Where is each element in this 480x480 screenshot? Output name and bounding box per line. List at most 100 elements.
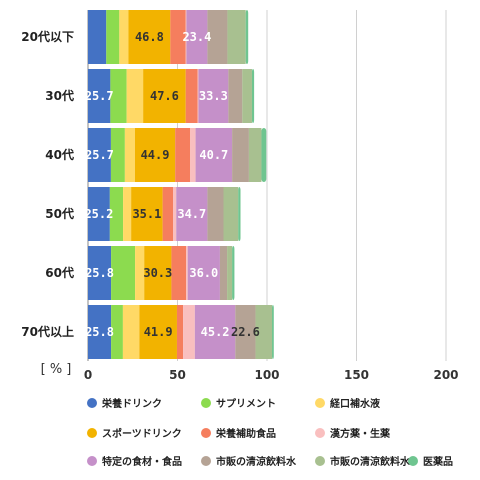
bar-segment — [111, 246, 136, 300]
bar-segment — [122, 305, 140, 359]
legend-swatch — [201, 428, 211, 438]
bar-segment — [143, 69, 186, 123]
bar-segment — [88, 305, 112, 359]
bar-segment — [187, 246, 220, 300]
grid-layer — [87, 10, 447, 361]
legend-swatch — [315, 398, 325, 408]
x-tick-label: 100 — [254, 368, 279, 382]
bar-segment — [238, 187, 241, 241]
bar-segment — [110, 128, 125, 182]
value-label: 25.8 — [85, 325, 114, 339]
bar-segment — [124, 128, 135, 182]
bar-segment — [171, 246, 187, 300]
legend-swatch — [315, 428, 325, 438]
legend-item: 医薬品 — [408, 455, 453, 468]
legend-item: 漢方薬・生薬 — [315, 427, 391, 440]
category-label: 50代 — [45, 206, 74, 221]
value-label: 25.2 — [84, 207, 113, 221]
bar-segment — [88, 187, 110, 241]
legend-swatch — [87, 456, 97, 466]
bar-segment — [88, 246, 112, 300]
bar-segment — [139, 305, 177, 359]
unit-label: [ % ] — [41, 362, 72, 377]
category-label: 70代以上 — [21, 324, 74, 339]
bar-segment — [198, 69, 229, 123]
value-label: 44.9 — [141, 148, 170, 162]
bar-segment — [173, 187, 177, 241]
x-axis: 0 50 100 150 200 — [84, 368, 459, 382]
legend-swatch — [87, 398, 97, 408]
bar-segment — [170, 10, 186, 64]
legend-item: 市販の清涼飲料水 — [201, 455, 297, 468]
legend-label: 市販の清涼飲料水 — [330, 455, 411, 468]
bar-segment — [197, 69, 199, 123]
bar-segment — [207, 10, 228, 64]
legend-swatch — [201, 456, 211, 466]
bar-segment — [109, 187, 124, 241]
bar-segment — [190, 128, 196, 182]
bar-segment — [110, 69, 127, 123]
bar-segment — [186, 246, 188, 300]
legend-label: 経口補水液 — [330, 397, 380, 410]
value-label: 40.7 — [199, 148, 228, 162]
legend-item: サプリメント — [201, 397, 276, 410]
bars-layer — [88, 10, 274, 359]
bar-segment — [128, 10, 171, 64]
bar-segment — [255, 305, 273, 359]
bar-segment — [175, 128, 191, 182]
legend-swatch — [87, 428, 97, 438]
value-label: 41.9 — [144, 325, 173, 339]
bar-segment — [232, 246, 235, 300]
bar-segment — [235, 305, 256, 359]
value-label: 46.8 — [135, 30, 164, 44]
bar-segment — [245, 10, 249, 64]
legend-item: 経口補水液 — [315, 397, 380, 410]
category-label: 30代 — [45, 88, 74, 103]
legend-label: 市販の清涼飲料水 — [216, 455, 297, 468]
bar-segment — [186, 10, 208, 64]
bar-segment — [111, 305, 123, 359]
bar-segment — [176, 187, 208, 241]
bar-segment — [119, 10, 129, 64]
value-label: 36.0 — [189, 266, 218, 280]
legend-label: 特定の食材・食品 — [102, 455, 182, 468]
bar-segment — [162, 187, 174, 241]
bar-segment — [242, 69, 252, 123]
value-label: 23.4 — [182, 30, 211, 44]
bar-segment — [185, 10, 187, 64]
x-tick-label: 200 — [433, 368, 458, 382]
legend-swatch — [201, 398, 211, 408]
legend-label: スポーツドリンク — [102, 427, 182, 440]
bar-segment — [176, 305, 184, 359]
legend-label: 栄養補助食品 — [215, 427, 276, 440]
legend-label: サプリメント — [216, 397, 276, 410]
bar-segment — [227, 246, 233, 300]
bar-segment — [227, 10, 246, 64]
x-tick-label: 0 — [84, 368, 92, 382]
bar-segment — [123, 187, 132, 241]
bar-segment — [183, 305, 195, 359]
x-tick-label: 50 — [169, 368, 186, 382]
value-label: 30.3 — [143, 266, 172, 280]
bar-segment — [207, 187, 224, 241]
bar-segment — [195, 128, 233, 182]
bar-segment — [251, 69, 255, 123]
legend-label: 医薬品 — [423, 455, 453, 468]
legend-swatch — [315, 456, 325, 466]
bar-segment — [88, 69, 111, 123]
value-label: 25.8 — [85, 266, 114, 280]
legend-label: 漢方薬・生薬 — [330, 427, 391, 440]
legend-item: 栄養補助食品 — [201, 427, 276, 440]
value-label: 47.6 — [150, 89, 179, 103]
bar-segment — [106, 10, 120, 64]
bar-segment — [135, 246, 145, 300]
legend-item: スポーツドリンク — [87, 427, 182, 440]
bar-segment — [248, 128, 262, 182]
bar-segment — [223, 187, 239, 241]
value-label: 34.7 — [177, 207, 206, 221]
bar-segment — [126, 69, 144, 123]
category-label: 20代以下 — [21, 29, 74, 44]
value-label: 25.7 — [85, 148, 114, 162]
